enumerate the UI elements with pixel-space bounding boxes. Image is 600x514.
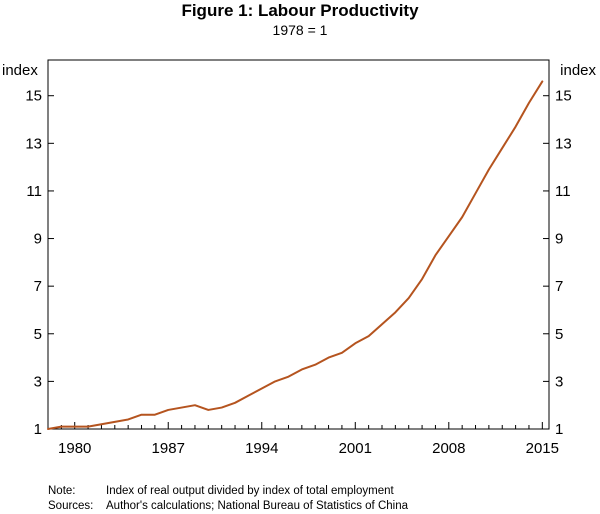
note-text: Index of real output divided by index of… bbox=[106, 485, 394, 497]
y-tick-label-right: 9 bbox=[555, 231, 563, 248]
y-tick-label-left: 15 bbox=[25, 88, 42, 105]
y-tick-label-left: 5 bbox=[34, 326, 42, 343]
sources-row: Sources: Author's calculations; National… bbox=[48, 499, 408, 514]
sources-label: Sources: bbox=[48, 500, 94, 512]
y-tick-label-left: 7 bbox=[34, 278, 42, 295]
y-tick-label-left: 13 bbox=[25, 135, 42, 152]
x-tick-label: 1987 bbox=[152, 440, 185, 457]
y-tick-label-right: 7 bbox=[555, 278, 563, 295]
y-tick-label-right: 13 bbox=[555, 135, 572, 152]
productivity-line bbox=[47, 80, 544, 430]
y-axis-label-left: index bbox=[2, 62, 38, 79]
note-label: Note: bbox=[48, 485, 76, 497]
x-tick-label: 2015 bbox=[526, 440, 559, 457]
notes-block: Note: Index of real output divided by in… bbox=[48, 484, 408, 514]
y-tick-label-left: 9 bbox=[34, 231, 42, 248]
y-tick-label-right: 5 bbox=[555, 326, 563, 343]
y-tick-label-right: 3 bbox=[555, 373, 563, 390]
y-tick-label-left: 3 bbox=[34, 373, 42, 390]
sources-text: Author's calculations; National Bureau o… bbox=[106, 500, 408, 512]
x-tick-label: 2008 bbox=[432, 440, 465, 457]
y-tick-label-left: 11 bbox=[26, 183, 42, 200]
chart-subtitle: 1978 = 1 bbox=[272, 22, 328, 38]
y-tick-label-right: 11 bbox=[555, 183, 571, 200]
y-tick-label-right: 1 bbox=[555, 421, 563, 438]
y-axis-label-right: index bbox=[560, 62, 596, 79]
y-tick-label-left: 1 bbox=[34, 421, 42, 438]
chart-title: Figure 1: Labour Productivity bbox=[181, 1, 419, 20]
note-row: Note: Index of real output divided by in… bbox=[48, 484, 408, 499]
x-tick-label: 2001 bbox=[339, 440, 372, 457]
y-tick-label-right: 15 bbox=[555, 88, 572, 105]
plot-frame bbox=[47, 59, 550, 430]
x-tick-label: 1994 bbox=[245, 440, 278, 457]
x-tick-label: 1980 bbox=[58, 440, 91, 457]
